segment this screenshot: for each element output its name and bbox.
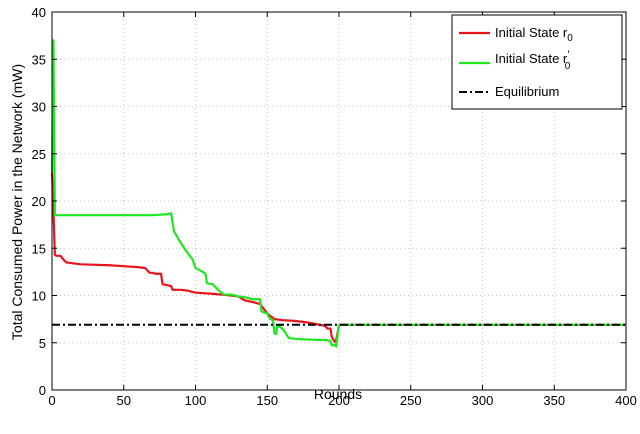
ticks: [51, 11, 627, 391]
y-tick-label: 25: [32, 147, 46, 162]
legend-label-r0-prime: Initial State r’ 0: [495, 49, 571, 72]
legend-label-r0: Initial State r0: [495, 25, 573, 44]
legend: Initial State r0 Initial State r’ 0 Equil…: [451, 14, 623, 110]
series-line-r0-prime: [50, 39, 626, 348]
x-tick-label: 350: [543, 393, 565, 408]
y-tick-label: 0: [39, 383, 46, 398]
x-tick-label: 50: [117, 393, 131, 408]
y-tick-label: 10: [32, 289, 46, 304]
x-axis-title: Rounds: [314, 386, 362, 402]
y-tick-label: 35: [32, 52, 46, 67]
x-tick-label: 100: [185, 393, 207, 408]
series-layer: [50, 39, 626, 348]
y-tick-label: 40: [32, 5, 46, 20]
legend-label-equilibrium: Equilibrium: [495, 84, 559, 99]
y-tick-label: 20: [32, 194, 46, 209]
x-tick-label: 300: [472, 393, 494, 408]
x-tick-label: 0: [48, 393, 55, 408]
x-tick-label: 400: [615, 393, 637, 408]
x-tick-label: 200: [328, 393, 350, 408]
y-axis-title: Total Consumed Power in the Network (mW): [9, 64, 25, 340]
y-tick-label: 15: [32, 241, 46, 256]
tick-labels: 0 50 100 150 200 250 300 350 400 0 5 10 15 20 25 30 35 40: [32, 5, 637, 408]
x-tick-label: 250: [400, 393, 422, 408]
y-tick-label: 30: [32, 100, 46, 115]
series-line-r0: [50, 172, 626, 343]
y-tick-label: 5: [39, 336, 46, 351]
x-tick-label: 150: [256, 393, 278, 408]
